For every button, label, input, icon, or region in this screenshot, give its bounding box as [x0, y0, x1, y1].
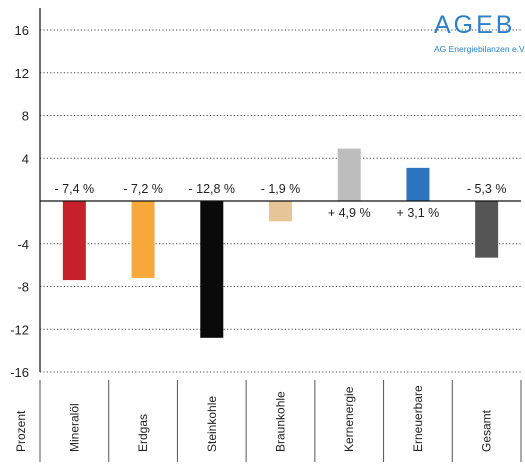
bars: [62, 148, 499, 338]
bar: [475, 201, 499, 258]
y-tick-label: -8: [17, 280, 29, 295]
bar: [406, 167, 430, 201]
category-label: Erneuerbare: [411, 385, 425, 452]
bar: [200, 201, 224, 338]
category-label: Steinkohle: [205, 396, 219, 452]
y-axis-title: Prozent: [14, 410, 28, 452]
y-tick-label: 4: [22, 151, 29, 166]
y-tick-label: -12: [10, 322, 29, 337]
data-label: - 1,9 %: [261, 182, 301, 196]
bar: [131, 201, 155, 278]
category-label: Erdgas: [136, 414, 150, 452]
bar: [62, 201, 86, 281]
data-label: - 12,8 %: [189, 182, 236, 196]
data-label: + 4,9 %: [328, 206, 371, 220]
y-tick-label: 8: [22, 109, 29, 124]
data-label: - 7,2 %: [123, 182, 163, 196]
axes: [39, 8, 522, 462]
bar: [337, 148, 361, 201]
logo-subtitle: AG Energiebilanzen e.V.: [434, 44, 525, 54]
category-label: Gesamt: [480, 409, 494, 452]
y-tick-label: -16: [10, 365, 29, 380]
ageb-logo: AGEB AG Energiebilanzen e.V.: [434, 11, 525, 54]
category-label: Braunkohle: [274, 391, 288, 452]
y-tick-label: 16: [15, 23, 29, 38]
bar: [269, 201, 292, 222]
y-tick-label: -4: [17, 237, 29, 252]
category-label: Kernenergie: [342, 386, 356, 452]
y-tick-label: 12: [15, 66, 29, 81]
labels: 16 12 8 4 -4 -8 -12 -16 - 7,4 % Mineralöl - 7,2 % E…: [10, 23, 506, 452]
data-label: - 5,3 %: [467, 182, 507, 196]
data-label: - 7,4 %: [55, 182, 95, 196]
category-label: Mineralöl: [67, 403, 81, 452]
logo-title: AGEB: [434, 11, 515, 39]
data-label: + 3,1 %: [397, 206, 440, 220]
